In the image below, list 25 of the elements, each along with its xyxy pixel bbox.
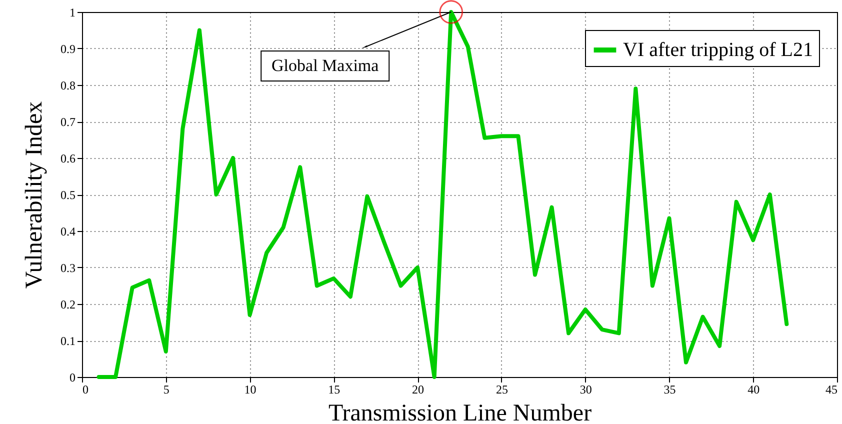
x-tick-label: 20 xyxy=(412,382,424,396)
y-tick-label: 0.5 xyxy=(60,188,76,202)
x-tick-label: 30 xyxy=(580,382,592,396)
x-tick-label: 5 xyxy=(163,382,170,396)
y-axis-title: Vulnerability Index xyxy=(22,101,48,289)
y-tick-label: 0.4 xyxy=(60,224,76,238)
y-tick-label: 0.9 xyxy=(60,42,76,56)
x-tick-label: 10 xyxy=(244,382,256,396)
x-tick-label: 40 xyxy=(748,382,760,396)
x-tick-label: 25 xyxy=(496,382,508,396)
annotation: Global Maxima xyxy=(272,56,380,75)
x-axis-title: Transmission Line Number xyxy=(328,400,592,424)
y-tick-label: 0.7 xyxy=(60,115,76,129)
y-tick-label: 0.1 xyxy=(60,334,76,348)
y-tick-label: 0.8 xyxy=(60,78,76,92)
y-tick-label: 0.2 xyxy=(60,298,76,312)
x-tick-label: 35 xyxy=(664,382,676,396)
y-tick-label: 0.6 xyxy=(60,152,76,166)
x-tick-label: 0 xyxy=(82,382,88,396)
y-tick-label: 0.3 xyxy=(60,261,76,275)
x-tick-label: 15 xyxy=(328,382,340,396)
x-tick-label: 45 xyxy=(826,382,838,396)
legend-label: VI after tripping of L21 xyxy=(623,39,813,61)
y-tick-label: 1 xyxy=(70,6,76,20)
y-tick-label: 0 xyxy=(70,370,76,384)
